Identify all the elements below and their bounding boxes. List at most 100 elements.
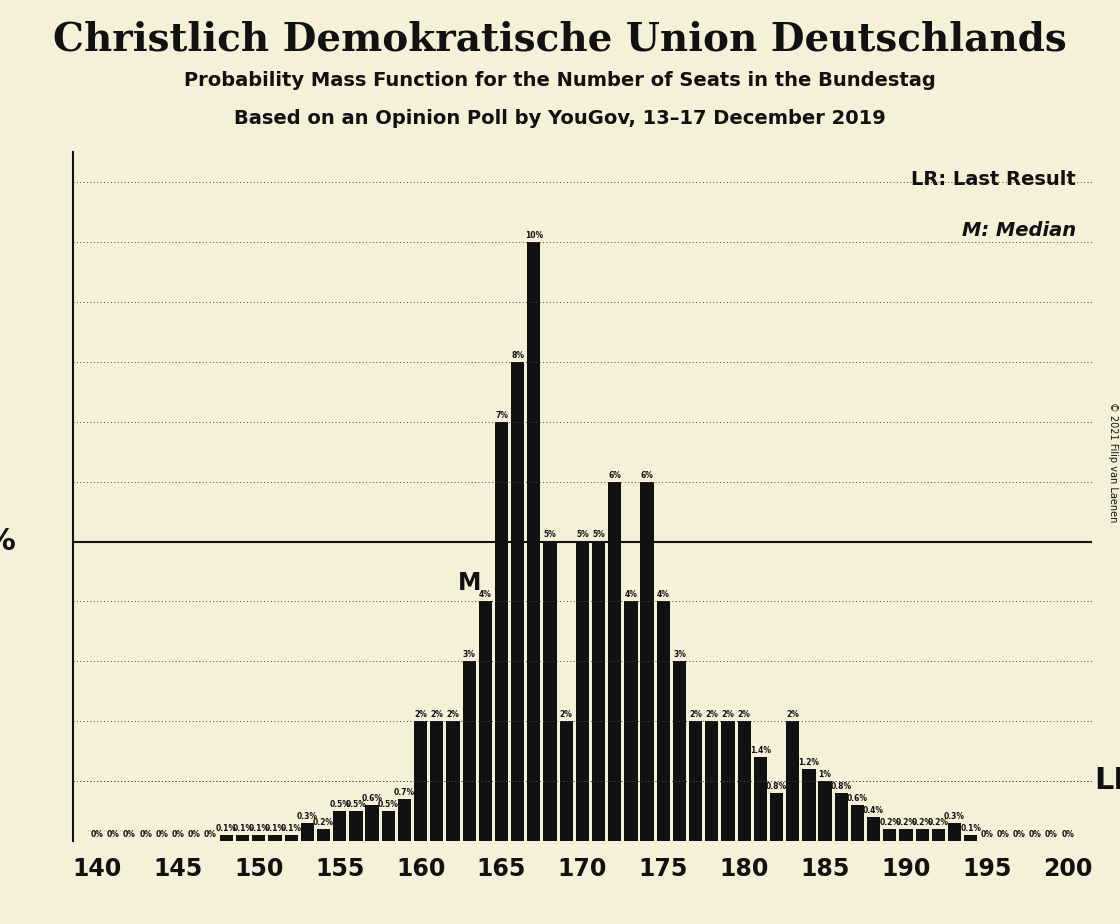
Text: 1%: 1%: [819, 770, 831, 779]
Bar: [333, 811, 346, 841]
Bar: [317, 829, 330, 841]
Bar: [220, 835, 233, 841]
Text: 0%: 0%: [997, 830, 1009, 839]
Text: 2%: 2%: [414, 710, 427, 719]
Text: 5%: 5%: [543, 530, 557, 540]
Bar: [576, 541, 589, 841]
Text: 0.5%: 0.5%: [345, 800, 366, 808]
Bar: [269, 835, 281, 841]
Text: 0.1%: 0.1%: [249, 824, 269, 833]
Bar: [721, 721, 735, 841]
Bar: [447, 721, 459, 841]
Text: 0.1%: 0.1%: [281, 824, 301, 833]
Text: 2%: 2%: [430, 710, 444, 719]
Text: 0%: 0%: [1062, 830, 1074, 839]
Text: 0%: 0%: [980, 830, 993, 839]
Bar: [349, 811, 363, 841]
Text: 0%: 0%: [156, 830, 168, 839]
Bar: [819, 781, 832, 841]
Bar: [624, 602, 637, 841]
Bar: [608, 481, 622, 841]
Bar: [284, 835, 298, 841]
Bar: [430, 721, 444, 841]
Text: 0.3%: 0.3%: [944, 812, 965, 821]
Bar: [641, 481, 654, 841]
Text: 4%: 4%: [479, 590, 492, 600]
Bar: [478, 602, 492, 841]
Bar: [463, 662, 476, 841]
Text: 2%: 2%: [738, 710, 750, 719]
Bar: [834, 793, 848, 841]
Text: 0.8%: 0.8%: [766, 782, 787, 791]
Text: 0%: 0%: [139, 830, 152, 839]
Bar: [964, 835, 978, 841]
Text: 10%: 10%: [525, 231, 543, 240]
Text: 0%: 0%: [1012, 830, 1026, 839]
Text: 2%: 2%: [786, 710, 800, 719]
Text: 2%: 2%: [706, 710, 718, 719]
Text: 0.8%: 0.8%: [831, 782, 852, 791]
Text: 0%: 0%: [204, 830, 217, 839]
Text: 0.2%: 0.2%: [879, 818, 900, 827]
Bar: [786, 721, 800, 841]
Text: 4%: 4%: [656, 590, 670, 600]
Text: 5%: 5%: [576, 530, 589, 540]
Text: M: Median: M: Median: [962, 222, 1075, 240]
Text: 0.1%: 0.1%: [216, 824, 237, 833]
Bar: [706, 721, 718, 841]
Text: LR: Last Result: LR: Last Result: [911, 170, 1075, 188]
Text: 0.2%: 0.2%: [896, 818, 916, 827]
Bar: [236, 835, 250, 841]
Bar: [948, 823, 961, 841]
Text: 0.1%: 0.1%: [232, 824, 253, 833]
Text: 0%: 0%: [1045, 830, 1058, 839]
Bar: [398, 799, 411, 841]
Text: Based on an Opinion Poll by YouGov, 13–17 December 2019: Based on an Opinion Poll by YouGov, 13–1…: [234, 109, 886, 128]
Bar: [592, 541, 605, 841]
Text: 6%: 6%: [641, 470, 654, 480]
Text: 5%: 5%: [592, 530, 605, 540]
Text: 0.5%: 0.5%: [377, 800, 399, 808]
Text: 1.2%: 1.2%: [799, 758, 820, 767]
Text: 3%: 3%: [463, 650, 476, 659]
Bar: [851, 805, 864, 841]
Bar: [252, 835, 265, 841]
Text: 0%: 0%: [171, 830, 185, 839]
Bar: [365, 805, 379, 841]
Bar: [802, 769, 815, 841]
Bar: [884, 829, 896, 841]
Text: 0%: 0%: [123, 830, 136, 839]
Text: Christlich Demokratische Union Deutschlands: Christlich Demokratische Union Deutschla…: [53, 20, 1067, 58]
Bar: [528, 242, 541, 841]
Text: 0%: 0%: [91, 830, 103, 839]
Bar: [867, 817, 880, 841]
Bar: [382, 811, 395, 841]
Bar: [511, 362, 524, 841]
Text: 0.1%: 0.1%: [264, 824, 286, 833]
Bar: [689, 721, 702, 841]
Text: © 2021 Filip van Laenen: © 2021 Filip van Laenen: [1109, 402, 1118, 522]
Bar: [932, 829, 945, 841]
Text: 0.2%: 0.2%: [912, 818, 933, 827]
Bar: [301, 823, 314, 841]
Text: 0.2%: 0.2%: [314, 818, 334, 827]
Text: M: M: [457, 571, 480, 595]
Bar: [543, 541, 557, 841]
Text: 0.6%: 0.6%: [847, 794, 868, 803]
Text: 2%: 2%: [447, 710, 459, 719]
Text: 7%: 7%: [495, 411, 508, 419]
Bar: [495, 422, 508, 841]
Text: 0%: 0%: [188, 830, 200, 839]
Text: 6%: 6%: [608, 470, 622, 480]
Text: 0.1%: 0.1%: [960, 824, 981, 833]
Text: 2%: 2%: [560, 710, 572, 719]
Bar: [673, 662, 687, 841]
Text: 2%: 2%: [721, 710, 735, 719]
Text: 2%: 2%: [689, 710, 702, 719]
Text: LR: LR: [1094, 767, 1120, 796]
Text: 0.3%: 0.3%: [297, 812, 318, 821]
Text: 0.5%: 0.5%: [329, 800, 351, 808]
Text: 4%: 4%: [625, 590, 637, 600]
Bar: [656, 602, 670, 841]
Text: 0.4%: 0.4%: [864, 806, 884, 815]
